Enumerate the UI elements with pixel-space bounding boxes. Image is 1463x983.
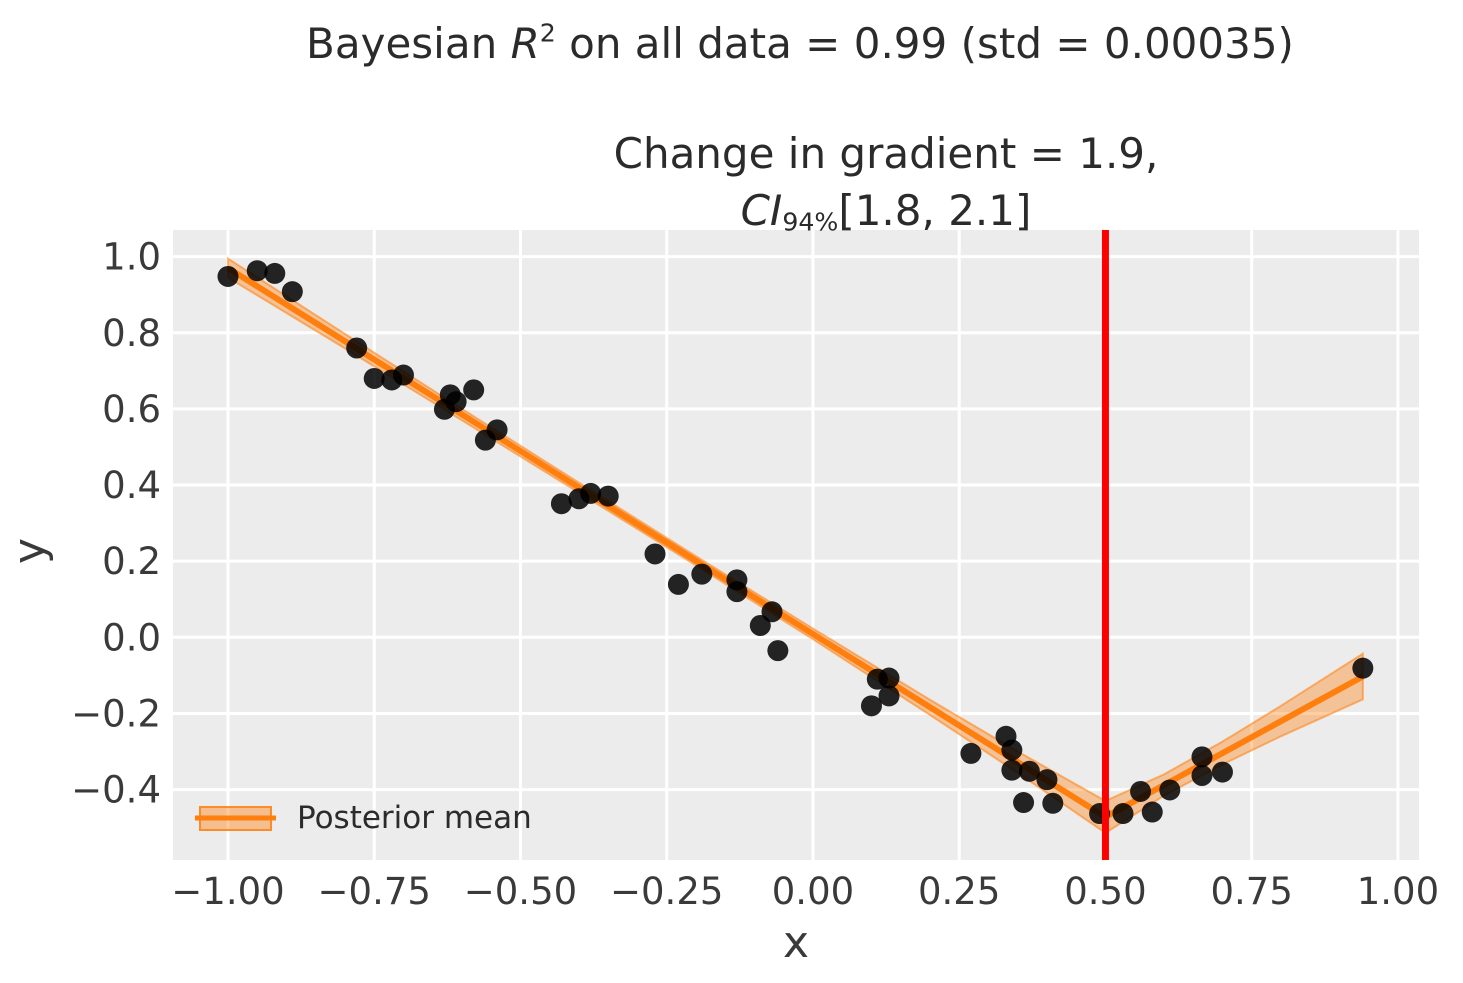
scatter-point bbox=[217, 265, 239, 287]
plot-background bbox=[173, 230, 1419, 860]
scatter-point bbox=[1001, 759, 1023, 781]
scatter-point bbox=[1042, 792, 1064, 814]
axes-title-line2: CI94%[1.8, 2.1] bbox=[614, 183, 1159, 240]
x-tick-label: −0.50 bbox=[464, 870, 577, 913]
x-tick-label: −0.25 bbox=[610, 870, 723, 913]
scatter-point bbox=[878, 685, 900, 707]
y-tick-label: −0.4 bbox=[71, 769, 161, 812]
x-tick-label: 0.00 bbox=[772, 870, 854, 913]
y-axis-label: y bbox=[4, 538, 55, 564]
y-tick-label: 0.6 bbox=[102, 388, 161, 431]
x-tick-label: 0.25 bbox=[918, 870, 1000, 913]
scatter-point bbox=[767, 640, 789, 662]
scatter-point bbox=[1130, 780, 1152, 802]
scatter-point bbox=[463, 379, 485, 401]
scatter-point bbox=[392, 364, 414, 386]
scatter-point bbox=[1018, 760, 1040, 782]
ci-subscript: 94% bbox=[782, 207, 839, 237]
figure-title: Bayesian R2 on all data = 0.99 (std = 0.… bbox=[306, 19, 1294, 68]
legend-label: Posterior mean bbox=[297, 800, 532, 836]
x-tick-label: 0.50 bbox=[1064, 870, 1146, 913]
legend-line-swatch bbox=[195, 815, 276, 821]
x-tick-label: −1.00 bbox=[171, 870, 284, 913]
x-tick-label: 1.00 bbox=[1357, 870, 1439, 913]
y-tick-label: 1.0 bbox=[102, 236, 161, 279]
y-tick-label: 0.2 bbox=[102, 540, 161, 583]
scatter-point bbox=[726, 581, 748, 603]
axes-title: Change in gradient = 1.9, CI94%[1.8, 2.1… bbox=[614, 126, 1159, 239]
ci-interval: [1.8, 2.1] bbox=[838, 185, 1032, 235]
scatter-point bbox=[264, 262, 286, 284]
scatter-point bbox=[1191, 764, 1213, 786]
ci-math-var: CI bbox=[740, 185, 783, 235]
scatter-point bbox=[281, 281, 303, 303]
figure-title-math-var: R bbox=[510, 19, 540, 68]
scatter-point bbox=[1112, 803, 1134, 825]
scatter-point bbox=[486, 419, 508, 441]
scatter-point bbox=[346, 337, 368, 359]
axes-title-line1: Change in gradient = 1.9, bbox=[613, 129, 1159, 178]
scatter-point bbox=[445, 391, 467, 413]
scatter-point bbox=[1001, 739, 1023, 761]
x-tick-label: 0.75 bbox=[1211, 870, 1293, 913]
scatter-point bbox=[1159, 779, 1181, 801]
scatter-point bbox=[1352, 657, 1374, 679]
scatter-point bbox=[550, 493, 572, 515]
scatter-point bbox=[878, 667, 900, 689]
y-tick-label: 0.8 bbox=[102, 312, 161, 355]
y-tick-label: −0.2 bbox=[71, 692, 161, 735]
scatter-point bbox=[1191, 746, 1213, 768]
scatter-point bbox=[363, 367, 385, 389]
scatter-point bbox=[761, 601, 783, 623]
figure-title-prefix: Bayesian bbox=[306, 19, 511, 68]
x-tick-label: −0.75 bbox=[318, 870, 431, 913]
scatter-point bbox=[749, 615, 771, 637]
scatter-point bbox=[1013, 792, 1035, 814]
scatter-point bbox=[580, 482, 602, 504]
scatter-point bbox=[644, 543, 666, 565]
scatter-point bbox=[1036, 769, 1058, 791]
scatter-point bbox=[246, 260, 268, 282]
x-axis-label: x bbox=[783, 917, 809, 968]
scatter-point bbox=[667, 573, 689, 595]
y-tick-label: 0.0 bbox=[102, 616, 161, 659]
scatter-point bbox=[960, 742, 982, 764]
y-tick-label: 0.4 bbox=[102, 464, 161, 507]
figure-title-suffix: on all data = 0.99 (std = 0.00035) bbox=[555, 19, 1294, 68]
figure-title-superscript: 2 bbox=[539, 18, 556, 48]
legend-ci-band-swatch bbox=[195, 805, 276, 831]
scatter-point bbox=[1141, 801, 1163, 823]
legend: Posterior mean bbox=[195, 800, 532, 836]
scatter-point bbox=[691, 563, 713, 585]
scatter-point bbox=[860, 695, 882, 717]
scatter-point bbox=[597, 485, 619, 507]
scatter-point bbox=[1211, 761, 1233, 783]
